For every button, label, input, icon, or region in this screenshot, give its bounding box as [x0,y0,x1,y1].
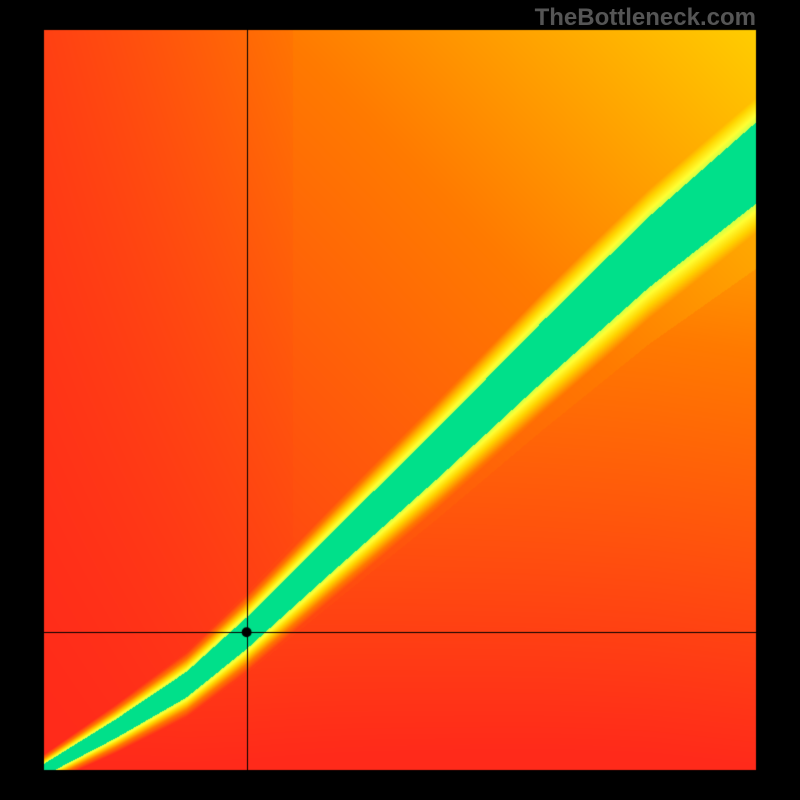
bottleneck-heatmap-canvas [0,0,800,800]
watermark-text: TheBottleneck.com [535,4,756,32]
